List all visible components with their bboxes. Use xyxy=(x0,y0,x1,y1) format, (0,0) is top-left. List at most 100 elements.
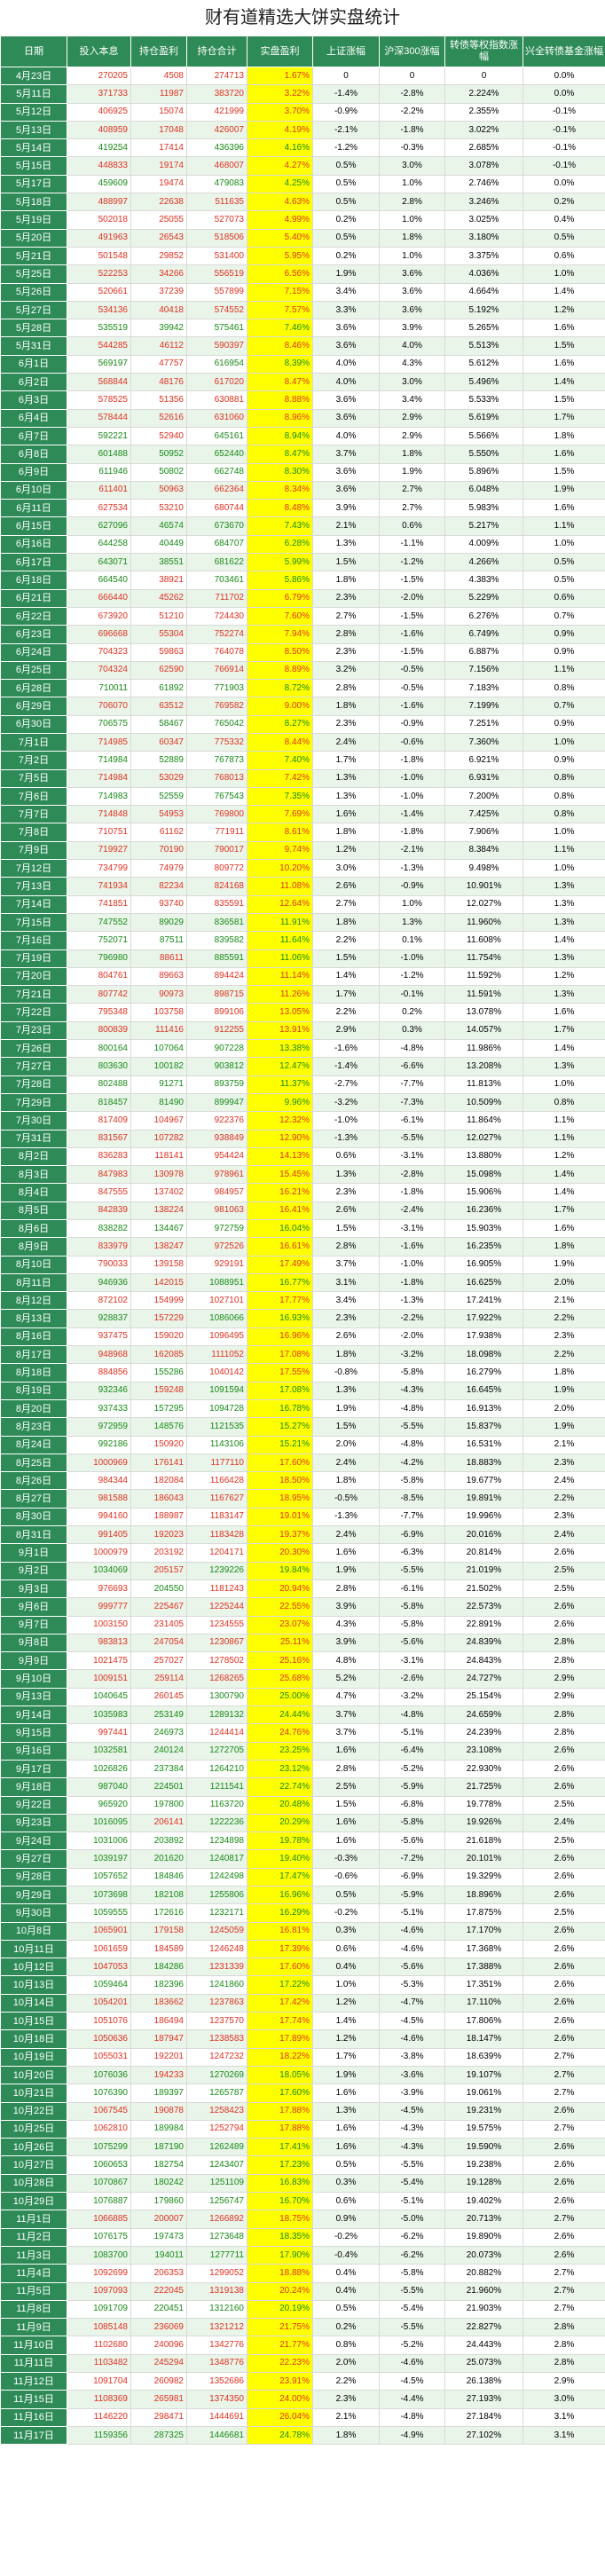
table-row: 8月3日 847983 130978 978961 15.45% 1.3% -2.8% 15.… xyxy=(0,1165,605,1185)
cell-invested: 1083700 xyxy=(67,2245,131,2265)
table-row: 7月23日 800839 111416 912255 13.91% 2.9% 0.3% 14.… xyxy=(0,1020,605,1041)
cell-total: 824168 xyxy=(186,877,248,896)
cell-hs300: -1.8% xyxy=(379,751,445,770)
cell-profit: 192201 xyxy=(130,2047,187,2067)
cell-profit: 51356 xyxy=(130,390,187,410)
cell-return: 16.41% xyxy=(247,1201,313,1221)
cell-hs300: -2.6% xyxy=(379,1669,445,1689)
cell-fund: 0.2% xyxy=(522,193,605,212)
cell-shanghai: 3.1% xyxy=(312,1272,380,1293)
cell-invested: 1016095 xyxy=(67,1813,131,1833)
cell-shanghai: 3.7% xyxy=(312,1723,380,1743)
cell-invested: 741934 xyxy=(67,877,131,896)
cell-cb-index: 3.246% xyxy=(444,193,523,212)
cell-return: 16.70% xyxy=(247,2192,313,2211)
table-row: 7月2日 714984 52889 767873 7.40% 1.7% -1.8% 6.921… xyxy=(0,751,605,770)
cell-fund: 0.0% xyxy=(522,174,605,194)
cell-fund: 1.6% xyxy=(522,1003,605,1022)
cell-invested: 1051076 xyxy=(67,2012,131,2031)
cell-fund: -0.1% xyxy=(522,102,605,122)
cell-invested: 1050636 xyxy=(67,2029,131,2049)
cell-hs300: -7.3% xyxy=(379,1092,445,1113)
table-row: 11月9日 1085148 236069 1321212 21.75% 0.2% -5.5%… xyxy=(0,2318,605,2337)
cell-profit: 47757 xyxy=(130,354,187,374)
cell-cb-index: 2.355% xyxy=(444,102,523,122)
cell-fund: 1.2% xyxy=(522,1146,605,1167)
cell-shanghai: -1.6% xyxy=(312,1039,380,1059)
table-row: 6月18日 664540 38921 703461 5.86% 1.8% -1.5% 4.38… xyxy=(0,571,605,590)
cell-shanghai: 1.3% xyxy=(312,786,380,807)
cell-shanghai: 3.9% xyxy=(312,1597,380,1617)
cell-total: 1163720 xyxy=(186,1795,248,1815)
cell-cb-index: 21.618% xyxy=(444,1832,523,1851)
cell-fund: 0.6% xyxy=(522,588,605,608)
cell-fund: 2.4% xyxy=(522,1471,605,1491)
cell-fund: 2.4% xyxy=(522,1525,605,1545)
cell-return: 7.15% xyxy=(247,282,313,302)
cell-hs300: 4.3% xyxy=(379,354,445,374)
cell-return: 24.44% xyxy=(247,1706,313,1725)
cell-fund: 1.7% xyxy=(522,1020,605,1041)
table-row: 9月16日 1032581 240124 1272705 23.25% 1.6% -6.4%… xyxy=(0,1741,605,1761)
table-row: 5月18日 488997 22638 511635 4.63% 0.5% 2.8% 3.246… xyxy=(0,193,605,212)
table-row: 8月19日 932346 159248 1091594 17.08% 1.3% -4.3% 1… xyxy=(0,1381,605,1400)
cell-shanghai: 0.2% xyxy=(312,2318,380,2337)
cell-hs300: -5.8% xyxy=(379,1615,445,1635)
cell-invested: 1062810 xyxy=(67,2119,131,2139)
cell-fund: 2.6% xyxy=(522,2245,605,2265)
cell-shanghai: 3.3% xyxy=(312,300,380,320)
cell-fund: 2.9% xyxy=(522,1687,605,1707)
cell-date: 8月30日 xyxy=(0,1507,67,1527)
cell-profit: 231405 xyxy=(130,1615,187,1635)
cell-fund: 2.6% xyxy=(522,2173,605,2194)
cell-cb-index: 10.509% xyxy=(444,1092,523,1113)
cell-shanghai: 0.5% xyxy=(312,174,380,194)
cell-hs300: -1.0% xyxy=(379,949,445,968)
cell-fund: 0.8% xyxy=(522,786,605,807)
cell-profit: 91271 xyxy=(130,1075,187,1094)
cell-shanghai: 3.9% xyxy=(312,499,380,518)
cell-return: 11.64% xyxy=(247,931,313,950)
table-row: 7月19日 796980 88611 885591 11.06% 1.5% -1.0% 11.… xyxy=(0,949,605,968)
cell-hs300: 3.6% xyxy=(379,264,445,284)
cell-profit: 17414 xyxy=(130,138,187,158)
cell-return: 8.39% xyxy=(247,354,313,374)
cell-return: 5.40% xyxy=(247,228,313,248)
cell-hs300: -4.6% xyxy=(379,1921,445,1941)
cell-invested: 1000969 xyxy=(67,1453,131,1473)
cell-fund: 1.1% xyxy=(522,1111,605,1130)
cell-hs300: -3.1% xyxy=(379,1218,445,1239)
table-row: 8月20日 937433 157295 1094728 16.78% 1.9% -4.8% 1… xyxy=(0,1398,605,1419)
cell-total: 809772 xyxy=(186,859,248,878)
cell-profit: 187190 xyxy=(130,2138,187,2157)
cell-invested: 704323 xyxy=(67,642,131,662)
cell-date: 9月6日 xyxy=(0,1597,67,1617)
cell-shanghai: 2.3% xyxy=(312,1309,380,1328)
cell-fund: 1.7% xyxy=(522,1201,605,1221)
cell-shanghai: 1.7% xyxy=(312,751,380,770)
table-row: 9月23日 1016095 206141 1222236 20.29% 1.6% -5.8%… xyxy=(0,1813,605,1833)
cell-date: 7月27日 xyxy=(0,1057,67,1076)
cell-profit: 176141 xyxy=(130,1453,187,1473)
table-row: 7月16日 752071 87511 839582 11.64% 2.2% 0.1% 11.6… xyxy=(0,931,605,950)
cell-profit: 298471 xyxy=(130,2407,187,2427)
cell-cb-index: 5.983% xyxy=(444,499,523,518)
cell-total: 775332 xyxy=(186,732,248,752)
cell-hs300: -7.7% xyxy=(379,1075,445,1094)
cell-hs300: -5.5% xyxy=(379,1129,445,1148)
table-row: 6月29日 706070 63512 769582 9.00% 1.8% -1.6% 7.19… xyxy=(0,697,605,716)
cell-hs300: -4.2% xyxy=(379,1453,445,1473)
cell-hs300: -5.6% xyxy=(379,1633,445,1653)
cell-total: 972759 xyxy=(186,1218,248,1239)
cell-cb-index: 15.903% xyxy=(444,1218,523,1239)
table-row: 11月10日 1102680 240096 1342776 21.77% 0.8% -5.2… xyxy=(0,2336,605,2355)
cell-cb-index: 16.913% xyxy=(444,1398,523,1419)
cell-date: 7月28日 xyxy=(0,1075,67,1094)
cell-cb-index: 3.180% xyxy=(444,228,523,248)
cell-fund: 1.4% xyxy=(522,1183,605,1202)
cell-cb-index: 17.351% xyxy=(444,1975,523,1995)
cell-hs300: -3.8% xyxy=(379,2047,445,2067)
cell-profit: 201620 xyxy=(130,1849,187,1869)
cell-fund: 2.5% xyxy=(522,1832,605,1851)
cell-return: 8.47% xyxy=(247,373,313,392)
